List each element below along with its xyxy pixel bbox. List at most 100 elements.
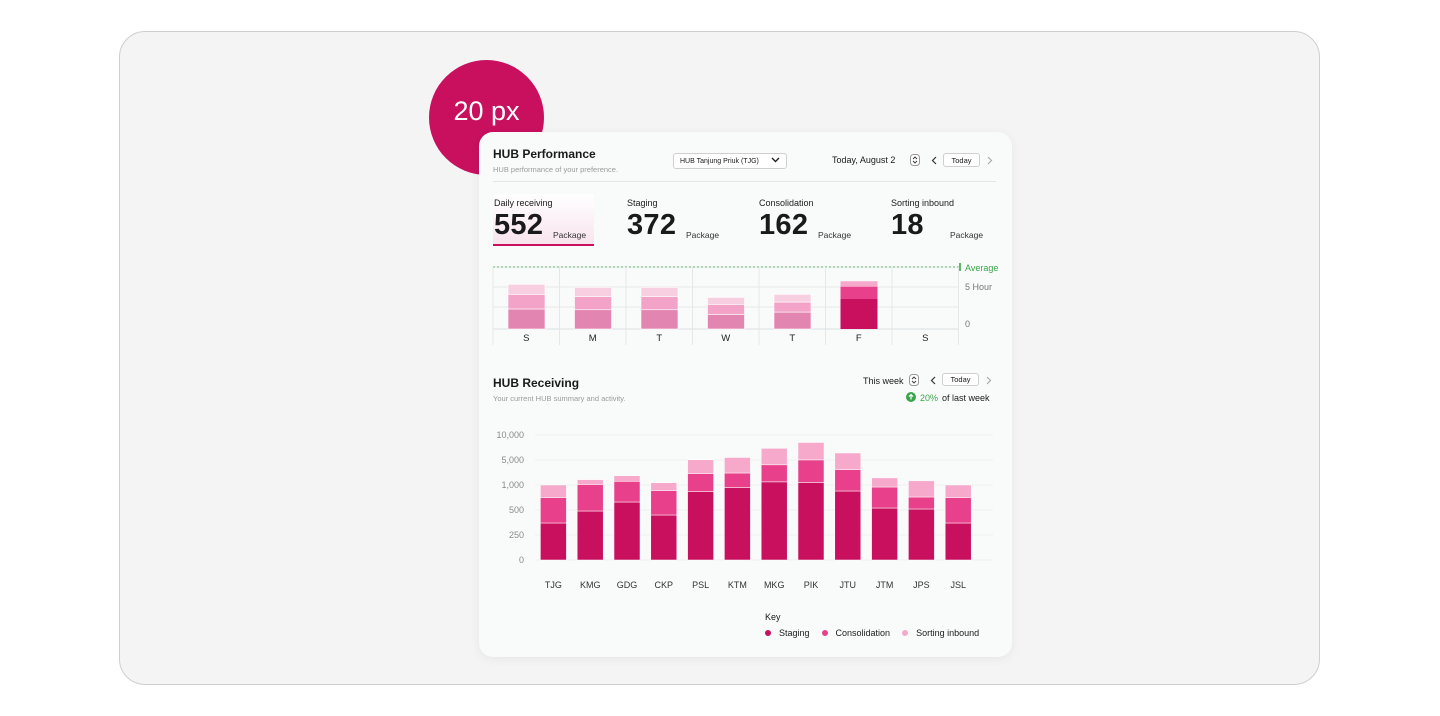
- date-label: Today, August 2: [832, 155, 896, 165]
- receiving-bar-segment[interactable]: [834, 490, 862, 561]
- x-axis-label: KTM: [728, 580, 747, 590]
- stat-label: Consolidation: [759, 198, 814, 208]
- receiving-bar-segment[interactable]: [908, 508, 935, 561]
- performance-bar-segment[interactable]: [840, 298, 878, 329]
- legend-item-sorting-inbound[interactable]: Sorting inbound: [902, 628, 979, 638]
- stat-tab-daily-receiving[interactable]: Daily receiving 552 Package: [493, 194, 594, 246]
- receiving-bar-segment[interactable]: [613, 475, 641, 482]
- change-text: of last week: [942, 393, 990, 403]
- x-axis-label: JTM: [876, 580, 894, 590]
- performance-bar-segment[interactable]: [507, 294, 546, 310]
- receiving-bar-segment[interactable]: [871, 507, 898, 561]
- y-tick-label: 5,000: [501, 455, 524, 465]
- legend-label: Consolidation: [835, 628, 891, 638]
- performance-bar-segment[interactable]: [574, 309, 612, 330]
- x-axis-label: JPS: [913, 580, 930, 590]
- date-stepper-icon[interactable]: [910, 154, 920, 166]
- legend-dot-icon: [821, 630, 828, 636]
- receiving-bar-segment[interactable]: [613, 501, 641, 561]
- stat-value: 162: [759, 209, 809, 241]
- receiving-bar-segment[interactable]: [687, 491, 714, 561]
- receiving-bar-segment[interactable]: [908, 496, 935, 510]
- y-tick-label: 1,000: [501, 480, 524, 490]
- receiving-bar-segment[interactable]: [908, 480, 935, 498]
- prev-week-chevron-icon[interactable]: [928, 374, 938, 386]
- x-axis-label: JTU: [840, 580, 857, 590]
- performance-bar-segment[interactable]: [507, 284, 546, 295]
- receiving-bar-segment[interactable]: [540, 484, 567, 498]
- stat-unit: Package: [950, 230, 984, 240]
- receiving-bar-segment[interactable]: [834, 452, 862, 470]
- receiving-bar-segment[interactable]: [760, 481, 788, 561]
- receiving-bar-segment[interactable]: [650, 490, 678, 516]
- performance-bar-segment[interactable]: [574, 287, 612, 297]
- receiving-bar-segment[interactable]: [576, 484, 604, 512]
- receiving-bar-segment[interactable]: [797, 442, 825, 461]
- stat-tab-consolidation[interactable]: Consolidation 162 Package: [758, 194, 859, 246]
- receiving-bar-segment[interactable]: [540, 522, 567, 561]
- receiving-bar-segment[interactable]: [944, 522, 972, 561]
- receiving-bar-segment[interactable]: [724, 457, 751, 474]
- x-axis-label: S: [523, 333, 529, 344]
- stat-value: 372: [627, 209, 677, 241]
- next-week-chevron-icon[interactable]: [984, 374, 994, 386]
- x-axis-label: CKP: [655, 580, 674, 590]
- week-today-button[interactable]: Today: [942, 373, 979, 386]
- legend-label: Staging: [779, 628, 810, 638]
- stat-tab-staging[interactable]: Staging 372 Package: [626, 194, 727, 246]
- receiving-bar-segment[interactable]: [760, 448, 788, 466]
- receiving-bar-segment[interactable]: [650, 482, 678, 491]
- x-axis-label: PIK: [804, 580, 819, 590]
- change-percent: 20%: [920, 393, 939, 403]
- receiving-bar-segment[interactable]: [834, 469, 862, 492]
- chart-legend: Staging Consolidation Sorting inbound: [765, 628, 979, 638]
- prev-day-chevron-icon[interactable]: [929, 154, 939, 166]
- performance-bar-segment[interactable]: [707, 304, 745, 315]
- hub-select[interactable]: HUB Tanjung Priuk (TJG): [673, 153, 787, 169]
- performance-bar-segment[interactable]: [840, 281, 878, 287]
- legend-item-staging[interactable]: Staging: [765, 628, 810, 638]
- performance-bar-segment[interactable]: [773, 301, 812, 313]
- receiving-bar-segment[interactable]: [944, 484, 972, 498]
- performance-chart: Average 5 Hour 0 S M T W T F S: [492, 263, 998, 345]
- performance-title: HUB Performance: [493, 147, 596, 161]
- receiving-bar-segment[interactable]: [650, 514, 678, 561]
- stat-tab-sorting-inbound[interactable]: Sorting inbound 18 Package: [890, 194, 991, 246]
- performance-bar-segment[interactable]: [574, 296, 612, 311]
- x-axis-label: KMG: [580, 580, 601, 590]
- receiving-bar-segment[interactable]: [576, 479, 604, 485]
- performance-bar-segment[interactable]: [707, 314, 745, 330]
- week-label: This week: [863, 376, 904, 386]
- receiving-bar-segment[interactable]: [687, 459, 714, 474]
- x-axis-label: TJG: [545, 580, 562, 590]
- receiving-bar-segment[interactable]: [797, 482, 825, 561]
- performance-bar-segment[interactable]: [773, 311, 812, 330]
- x-axis-label: PSL: [692, 580, 709, 590]
- x-axis-label: F: [856, 333, 862, 344]
- performance-bar-segment[interactable]: [507, 308, 546, 330]
- legend-item-consolidation[interactable]: Consolidation: [821, 628, 891, 638]
- week-stepper-icon[interactable]: [909, 374, 919, 386]
- receiving-bar-segment[interactable]: [724, 487, 751, 561]
- receiving-bar-segment[interactable]: [540, 497, 567, 524]
- receiving-bar-segment[interactable]: [797, 459, 825, 483]
- receiving-bar-segment[interactable]: [871, 486, 898, 509]
- receiving-bar-segment[interactable]: [613, 481, 641, 503]
- receiving-bar-segment[interactable]: [576, 510, 604, 561]
- receiving-bar-segment[interactable]: [687, 473, 714, 492]
- y-tick-label: 10,000: [496, 430, 524, 440]
- receiving-bar-segment[interactable]: [944, 497, 972, 524]
- today-button[interactable]: Today: [943, 153, 980, 167]
- receiving-bar-segment[interactable]: [871, 477, 898, 488]
- hub-dashboard-card: HUB Performance HUB performance of your …: [479, 132, 1012, 657]
- performance-bar-segment[interactable]: [773, 294, 812, 303]
- receiving-bar-segment[interactable]: [724, 472, 751, 488]
- receiving-bar-segment[interactable]: [760, 464, 788, 483]
- performance-bar-segment[interactable]: [640, 296, 679, 311]
- performance-bar-segment[interactable]: [640, 309, 679, 330]
- next-day-chevron-icon[interactable]: [985, 154, 995, 166]
- y-tick-label: 500: [509, 505, 524, 515]
- performance-bar-segment[interactable]: [840, 286, 878, 299]
- performance-bar-segment[interactable]: [640, 287, 679, 297]
- performance-bar-segment[interactable]: [707, 297, 745, 305]
